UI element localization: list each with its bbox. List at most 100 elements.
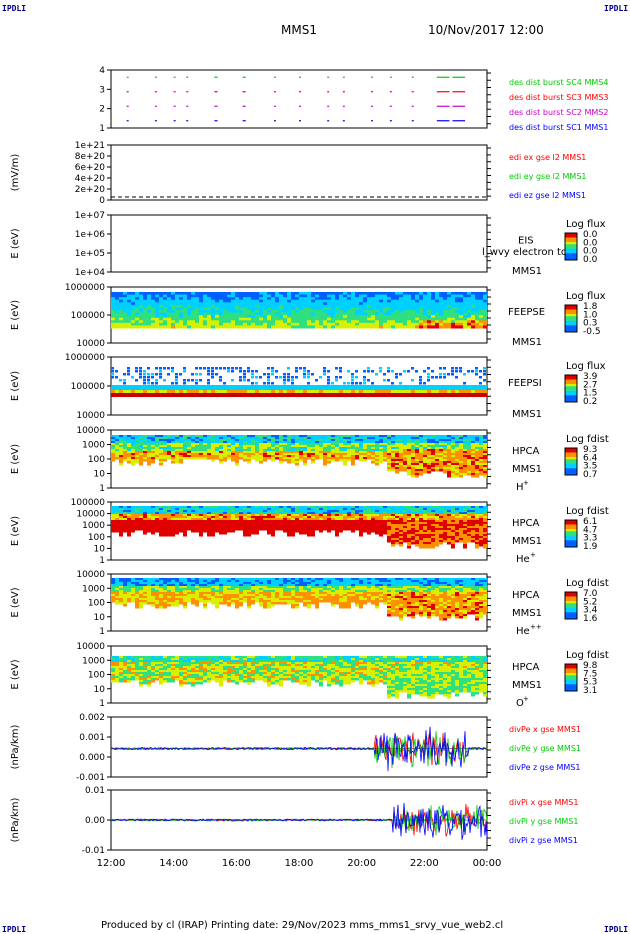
colorbar-swatch (565, 251, 577, 254)
colorbar-swatch (565, 607, 577, 611)
colorbar-swatch (565, 452, 577, 456)
colorbar-tick-label: 1.8 (583, 302, 598, 312)
y-tick-label: 2e+20 (75, 185, 106, 195)
colorbar-swatch (565, 598, 577, 602)
y-tick-label: 3 (99, 85, 105, 95)
colorbar-swatch (565, 529, 577, 532)
colorbar-swatch (565, 233, 577, 236)
spectrogram-feepsi (111, 367, 487, 397)
colorbar-tick-label: 5.3 (583, 678, 597, 688)
legend-entry: divPe y gse MMS1 (509, 744, 581, 753)
y-tick-label: 100 (88, 599, 105, 609)
colorbar-tick-label: 0.7 (583, 470, 597, 480)
colorbar-swatch (565, 596, 577, 600)
colorbar-title: Log fdist (566, 578, 609, 589)
y-tick-label: 100 (88, 671, 105, 681)
colorbar-frame (564, 374, 578, 403)
y-axis-label: (nPa/km) (10, 725, 21, 770)
spacecraft-label: MMS1 (512, 266, 542, 277)
colorbar-swatch (565, 686, 577, 690)
colorbar-title: Log flux (566, 219, 606, 230)
species-label: O (516, 698, 524, 709)
colorbar-swatch (565, 323, 577, 326)
colorbar-swatch (565, 688, 577, 692)
colorbar-tick-label: 9.8 (583, 661, 598, 671)
y-tick-label: 0 (99, 196, 105, 206)
colorbar-swatch (565, 682, 577, 685)
overlay-text: l_wvy electron to (482, 247, 567, 258)
colorbar-title: Log flux (566, 361, 606, 372)
series-line (110, 726, 488, 772)
y-axis-label: E (eV) (10, 228, 21, 258)
colorbar-swatch (565, 603, 577, 606)
colorbar-swatch (565, 612, 577, 615)
colorbar-swatch (565, 448, 577, 451)
y-tick-label: 0.000 (79, 753, 105, 763)
colorbar-swatch (565, 605, 577, 609)
colorbar-title: Log fdist (566, 434, 609, 445)
legend-entry: edi ex gse l2 MMS1 (509, 153, 586, 162)
colorbar-swatch (565, 242, 577, 245)
colorbar-swatch (565, 524, 577, 528)
colorbar-swatch (565, 666, 577, 669)
colorbar-swatch (565, 531, 577, 534)
panel-frame-eis (110, 214, 488, 273)
legend-entry: divPe z gse MMS1 (509, 763, 580, 772)
colorbar-swatch (565, 325, 577, 328)
colorbar-swatch (565, 454, 577, 458)
y-tick-label: 1e+07 (75, 211, 105, 221)
colorbar-swatch (565, 329, 577, 333)
y-tick-label: 1 (99, 699, 105, 709)
y-tick-label: 0.00 (85, 816, 105, 826)
colorbar-tick-label: 1.9 (583, 542, 598, 552)
colorbar-swatch (565, 388, 577, 392)
y-tick-label: 10000 (76, 411, 105, 421)
y-tick-label: 1 (99, 124, 105, 134)
y-axis-label: (nPa/km) (10, 798, 21, 843)
colorbar-swatch (565, 673, 577, 676)
colorbar-swatch (565, 235, 577, 238)
y-tick-label: 1e+04 (75, 268, 106, 278)
y-tick-label: 100 (88, 533, 105, 543)
colorbar-frame (564, 304, 578, 333)
colorbar-swatch (565, 393, 577, 396)
colorbar-swatch (565, 526, 577, 530)
spectrogram-hpca_he1 (111, 506, 487, 549)
colorbar-swatch (565, 320, 577, 324)
y-tick-label: 10 (94, 613, 106, 623)
colorbar-title: Log fdist (566, 506, 609, 517)
legend-entry: des dist burst SC1 MMS1 (509, 123, 608, 132)
y-tick-label: 100000 (71, 382, 106, 392)
y-tick-label: 1000 (82, 584, 105, 594)
y-tick-label: 1 (99, 556, 105, 566)
colorbar-frame (564, 591, 578, 620)
panel-frame-edi (110, 144, 488, 201)
colorbar-swatch (565, 544, 577, 548)
colorbar-swatch (565, 450, 577, 453)
y-tick-label: 10000 (76, 570, 105, 580)
colorbar-swatch (565, 542, 577, 546)
colorbar-swatch (565, 386, 577, 389)
colorbar-swatch (565, 246, 577, 250)
y-tick-label: 100 (88, 455, 105, 465)
colorbar-tick-label: -0.5 (583, 327, 601, 337)
y-tick-label: 1000 (82, 521, 105, 531)
colorbar-frame (564, 663, 578, 692)
instrument-label: HPCA (512, 590, 540, 601)
colorbar-swatch (565, 255, 577, 259)
colorbar-swatch (565, 535, 577, 539)
colorbar-swatch (565, 616, 577, 620)
spacecraft-label: MMS1 (512, 409, 542, 420)
colorbar-swatch (565, 384, 577, 387)
panel-frame-divpe (110, 716, 488, 778)
colorbar-swatch (565, 318, 577, 322)
colorbar-swatch (565, 244, 577, 247)
colorbar-tick-label: 3.3 (583, 534, 597, 544)
colorbar-swatch (565, 314, 577, 317)
x-tick-label: 12:00 (97, 858, 126, 869)
species-charge-label: ++ (530, 623, 542, 631)
colorbar-swatch (565, 592, 577, 595)
y-tick-label: -0.001 (76, 773, 105, 783)
colorbar-tick-label: 3.9 (583, 372, 598, 382)
species-charge-label: + (523, 695, 529, 703)
